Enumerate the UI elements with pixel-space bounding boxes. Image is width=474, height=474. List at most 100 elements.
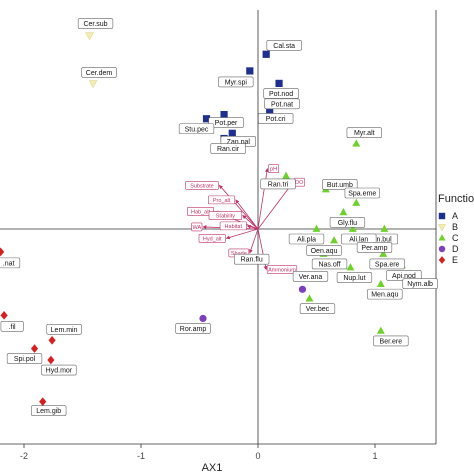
point-label-box <box>299 303 336 314</box>
point-label-ali-lan: Ali.lan <box>349 237 368 244</box>
vector-label-box <box>208 211 243 220</box>
point-label-nym-alb: Nym.alb <box>407 281 433 288</box>
point-label-box <box>322 179 358 190</box>
point-label-pot-nod: Pot.nod <box>269 91 293 98</box>
point-spi-pol <box>30 344 39 353</box>
point-nat <box>0 247 5 257</box>
point-label-ber-ere: Ber.ere <box>380 338 403 345</box>
point-label-lem-min: Lem.min <box>51 327 78 334</box>
point-label-box <box>41 364 77 376</box>
point-label-box <box>344 187 380 199</box>
point-label-oen-aqu: Oen.aqu <box>311 248 338 255</box>
point-label-hyd-mor: Hyd.mor <box>46 368 73 375</box>
point-ali-pla <box>312 224 321 232</box>
point-label-ran-cir: Ran.cir <box>217 146 240 153</box>
point-label-box <box>367 288 403 300</box>
point-label-pot-cri: Pot.cri <box>266 116 286 123</box>
point-label-ali-pla: Ali.pla <box>297 237 316 244</box>
point-label-ver-ana: Ver.ana <box>299 274 323 281</box>
vector-label-box <box>268 164 280 173</box>
point-oen-aqu <box>330 236 339 244</box>
point-pot-cri <box>266 106 274 115</box>
point-men-aqu <box>376 279 385 287</box>
point-fil <box>0 311 8 320</box>
point-ver-bec <box>305 294 314 302</box>
point-label-box <box>218 76 254 88</box>
point-label-jun-bul: Jun.bul <box>369 237 392 244</box>
point-label-spa-ere: Spa.ere <box>375 261 400 268</box>
point-label-myr-spi: Myr.spi <box>225 79 248 86</box>
vector-habitat <box>246 224 259 230</box>
vector-label-do: DO <box>295 180 304 186</box>
point-label-men-aqu: Men.aqu <box>371 292 398 299</box>
point-label-box <box>46 323 82 335</box>
point-label-box <box>356 242 393 253</box>
vector-hyd-alt <box>225 228 259 240</box>
point-label-spi-pol: Spi.pol <box>14 356 36 363</box>
point-label-pot-per: Pot.per <box>215 120 238 127</box>
point-label-box <box>208 117 244 128</box>
point-label-but-umb: But.umb <box>327 182 353 189</box>
point-label-box <box>234 253 270 265</box>
vector-label-stability: Stability <box>216 213 236 219</box>
point-label-stu-pec: Stu.pec <box>185 126 209 133</box>
point-hyd-mor <box>47 355 55 365</box>
point-label-nat: .nat <box>3 260 15 267</box>
point-label-ran-flu: Ran.flu <box>241 257 263 264</box>
vector-label-box <box>208 195 236 205</box>
legend-title: Functio <box>438 193 474 205</box>
vector-do <box>257 181 294 230</box>
point-label-box <box>210 143 246 154</box>
legend-marker-e <box>438 256 446 264</box>
point-label-myr-alt: Myr.alt <box>354 130 375 137</box>
x-tick-label: -1 <box>137 451 145 461</box>
vector-shade <box>248 228 259 254</box>
point-label-box <box>0 257 21 269</box>
point-label-box <box>311 258 348 270</box>
point-label-box <box>260 178 296 190</box>
point-label-box <box>306 245 342 256</box>
point-spa-ere <box>379 249 388 257</box>
x-tick-label: 0 <box>255 451 260 461</box>
legend-label-d: D <box>452 244 459 254</box>
point-ver-ana <box>298 285 307 293</box>
point-label-gly-flu: Gly.flu <box>338 220 357 227</box>
vector-label-ph: pH <box>270 167 277 173</box>
vector-stability <box>242 215 259 230</box>
point-pot-nod <box>275 79 283 87</box>
point-label-box <box>81 67 117 78</box>
point-ali-lan <box>348 224 357 232</box>
point-label-box <box>329 217 366 228</box>
point-label-box <box>258 113 294 124</box>
point-label-box <box>178 123 215 135</box>
vector-label-box <box>185 181 219 190</box>
point-label-per-amp: Per.amp <box>361 245 387 252</box>
legend-label-a: A <box>452 211 458 221</box>
vector-label-ammonium: Ammonium <box>268 268 296 274</box>
point-label-zan-pal: Zan.pal <box>227 139 251 146</box>
point-label-api-nod: Api.nod <box>392 273 416 280</box>
point-ror-amp <box>199 314 207 323</box>
point-ran-tri <box>282 171 291 179</box>
vector-label-hyd-alt: Hyd_alt <box>203 236 222 242</box>
point-myr-spi <box>246 67 254 75</box>
legend-label-e: E <box>452 255 458 265</box>
legend-marker-d <box>438 245 446 253</box>
point-label-box <box>264 98 300 110</box>
point-label-box <box>346 127 382 139</box>
point-myr-alt <box>352 139 361 147</box>
point-stu-pec <box>202 115 211 123</box>
point-label-cal-sta: Cal.sta <box>273 43 295 50</box>
point-ber-ere <box>376 326 385 334</box>
point-label-cer-dem: Cer.dem <box>86 70 113 77</box>
vector-label-hab-alt: Hab_alt <box>191 209 210 215</box>
vector-label-box <box>266 265 298 274</box>
legend-marker-c <box>438 234 446 241</box>
vector-label-box <box>219 221 247 231</box>
species-labels: Cal.sta Myr.spi Pot.nod Pot.nat Pot.cri Pot.p… <box>0 18 438 416</box>
vector-substrate <box>218 184 259 230</box>
point-label-box <box>77 18 114 29</box>
point-nup-lut <box>346 263 355 271</box>
